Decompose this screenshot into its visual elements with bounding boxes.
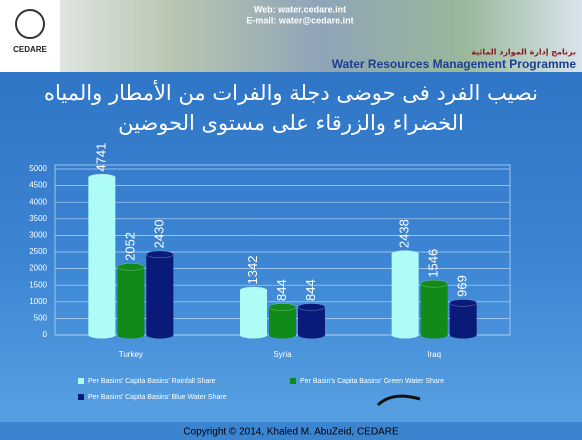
footer-bar: [0, 422, 582, 440]
bar-base: [269, 331, 296, 339]
legend-marker: [78, 378, 84, 384]
value-label: 844: [274, 279, 289, 301]
value-label: 4741: [93, 143, 108, 172]
bar: [449, 302, 477, 335]
bar-base: [88, 331, 116, 339]
footer: Copyright © 2014, Khaled M. AbuZeid, CED…: [183, 427, 399, 438]
y-tick-label: 5000: [29, 164, 47, 173]
y-tick-label: 2500: [29, 247, 47, 256]
value-label: 2430: [151, 219, 166, 248]
bar: [298, 306, 325, 335]
value-label: 2052: [122, 232, 137, 261]
bar-base: [298, 331, 325, 339]
y-tick-label: 2000: [29, 264, 47, 273]
programme-ar: برنامج إدارة الموارد المائية: [471, 48, 576, 57]
email: E-mail: water@cedare.int: [246, 15, 353, 25]
bar-base: [420, 331, 448, 339]
bar: [420, 283, 448, 335]
bar: [146, 254, 174, 335]
bar-cap: [391, 250, 419, 258]
bar-cap: [117, 263, 145, 271]
bar: [88, 177, 116, 335]
y-tick-label: 1500: [29, 280, 47, 289]
y-tick-label: 1000: [29, 297, 47, 306]
bar: [269, 306, 296, 335]
legend-label: Per Basins' Capita Basins' Rainfall Shar…: [88, 378, 216, 385]
y-tick-label: 3500: [29, 214, 47, 223]
bar-base: [240, 331, 267, 339]
legend-label: Per Basin's Capita Basins' Green Water S…: [300, 378, 444, 385]
legend-marker: [78, 394, 84, 400]
chart-title: نصيب الفرد فى حوضى دجلة والفرات من الأمط…: [44, 81, 538, 135]
bar-cap: [297, 303, 326, 311]
y-tick-label: 4000: [29, 197, 47, 206]
value-label: 1342: [245, 256, 260, 285]
decoration: [376, 394, 421, 407]
x-tick-label: Syria: [273, 350, 292, 359]
value-label: 969: [455, 275, 470, 297]
bar-base: [146, 331, 174, 339]
bar: [117, 266, 145, 335]
x-tick-label: Turkey: [119, 350, 143, 359]
programme: Water Resources Management Programme: [332, 57, 577, 71]
value-label: 2438: [397, 219, 412, 248]
y-tick-label: 4500: [29, 181, 47, 190]
bar-base: [449, 331, 477, 339]
logo-box: [0, 0, 60, 72]
bar-cap: [420, 279, 448, 288]
bar-cap: [88, 173, 116, 182]
legend-label: Per Basins' Capita Basins' Blue Water Sh…: [88, 394, 227, 401]
logo-text: CEDARE: [13, 45, 47, 54]
bar-base: [391, 331, 419, 339]
bar: [391, 254, 419, 335]
y-tick-label: 3000: [29, 231, 47, 240]
bar-base: [117, 331, 145, 339]
header-banner: [0, 0, 582, 72]
bar-cap: [449, 299, 477, 307]
bar-cap: [268, 303, 297, 311]
value-label: 1546: [426, 249, 441, 278]
bar-cap: [239, 286, 268, 295]
bar-cap: [146, 250, 174, 259]
y-tick-label: 0: [43, 330, 48, 339]
bar: [240, 290, 267, 335]
value-label: 844: [303, 279, 318, 301]
x-tick-label: Iraq: [427, 350, 441, 359]
web: Web: water.cedare.int: [254, 4, 346, 14]
y-tick-label: 500: [34, 314, 48, 323]
legend-marker: [290, 378, 296, 384]
logo-icon: [15, 9, 45, 39]
